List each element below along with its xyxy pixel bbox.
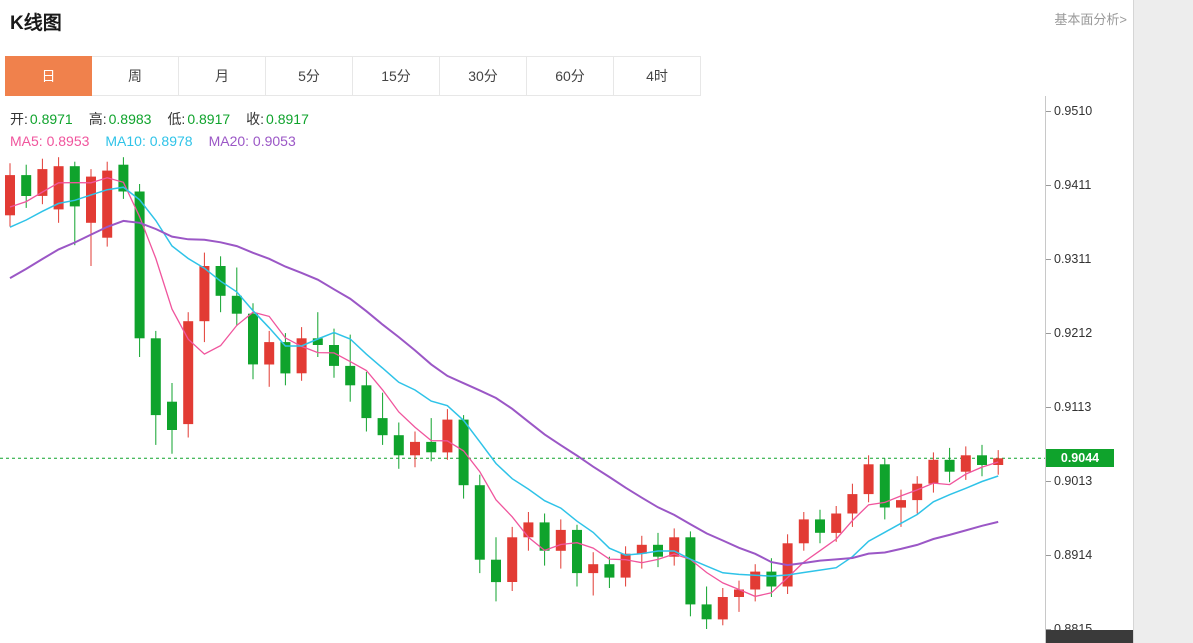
tab-monthly[interactable]: 月 (179, 56, 266, 96)
fundamental-analysis-link[interactable]: 基本面分析> (1054, 12, 1127, 27)
y-axis-tick (1046, 259, 1051, 261)
y-axis-tick (1046, 333, 1051, 335)
ma-legend: MA5: 0.8953 MA10: 0.8978 MA20: 0.9053 (10, 130, 325, 152)
main-panel: K线图 基本面分析> 日周月 5分 15分 30分 60分 4时 0.9510 0.9411… (0, 0, 1133, 643)
y-axis-label: 0.9113 (1054, 399, 1092, 414)
right-gutter (1133, 0, 1193, 643)
tab-daily[interactable]: 日 (5, 56, 92, 96)
y-axis: 0.9510 0.9411 0.9311 0.9212 0.9113 0.9013 0.89… (1045, 96, 1133, 643)
ma5-legend: MA5: 0.8953 (10, 133, 90, 149)
current-price-tag: 0.9044 (1046, 449, 1114, 468)
ohlc-high-value: 0.8983 (108, 111, 152, 127)
header: K线图 基本面分析> (0, 0, 1133, 56)
chart-area: 0.9510 0.9411 0.9311 0.9212 0.9113 0.9013 0.89… (0, 96, 1133, 643)
tab-weekly[interactable]: 周 (92, 56, 179, 96)
ohlc-legend: 开: 0.8971 高: 0.8983 低: 0.8917 收: 0.8917 (10, 108, 325, 130)
y-axis-tick (1046, 184, 1051, 186)
ohlc-open-value: 0.8971 (29, 111, 73, 127)
ohlc-close-label: 收: (246, 111, 265, 127)
tab-4hour[interactable]: 4时 (614, 56, 701, 96)
y-axis-tick (1046, 406, 1051, 408)
ohlc-open-label: 开: (10, 111, 28, 127)
ohlc-close-value: 0.8917 (266, 111, 309, 127)
ma20-legend: MA20: 0.9053 (208, 133, 296, 149)
ma10-line (9, 186, 999, 577)
ohlc-low: 低: 0.8917 (167, 109, 230, 129)
y-axis-label: 0.9212 (1054, 326, 1093, 341)
ma5-line (9, 177, 999, 598)
candles (5, 157, 1004, 629)
interval-tabs: 日周月 5分 15分 30分 60分 4时 (0, 56, 1133, 96)
y-axis-tick (1046, 555, 1051, 557)
chart-legend: 开: 0.8971 高: 0.8983 低: 0.8917 收: 0.8917 MA5: 0.… (10, 108, 325, 152)
y-axis-label: 0.9411 (1054, 177, 1092, 192)
ohlc-high-label: 高: (88, 111, 107, 127)
tab-5min[interactable]: 5分 (266, 56, 353, 96)
axis-bottom-box (1046, 630, 1133, 643)
tab-30min[interactable]: 30分 (440, 56, 527, 96)
y-axis-label: 0.8914 (1054, 548, 1093, 563)
ohlc-low-value: 0.8917 (187, 111, 231, 127)
y-axis-tick (1046, 629, 1051, 630)
tab-60min[interactable]: 60分 (527, 56, 614, 96)
ohlc-close: 收: 0.8917 (246, 109, 309, 129)
ohlc-low-label: 低: (167, 111, 186, 127)
ma10-legend: MA10: 0.8978 (105, 133, 193, 149)
y-axis-tick (1046, 481, 1051, 483)
y-axis-label: 0.9013 (1054, 474, 1093, 489)
y-axis-tick (1046, 111, 1051, 112)
ma20-line (9, 219, 999, 567)
y-axis-label: 0.9510 (1054, 104, 1093, 118)
tab-15min[interactable]: 15分 (353, 56, 440, 96)
ohlc-high: 高: 0.8983 (89, 109, 152, 129)
y-axis-label: 0.9311 (1054, 252, 1092, 267)
ohlc-open: 开: 0.8971 (10, 109, 73, 129)
page-title: K线图 (10, 13, 62, 34)
candlestick-chart[interactable] (0, 96, 1045, 643)
